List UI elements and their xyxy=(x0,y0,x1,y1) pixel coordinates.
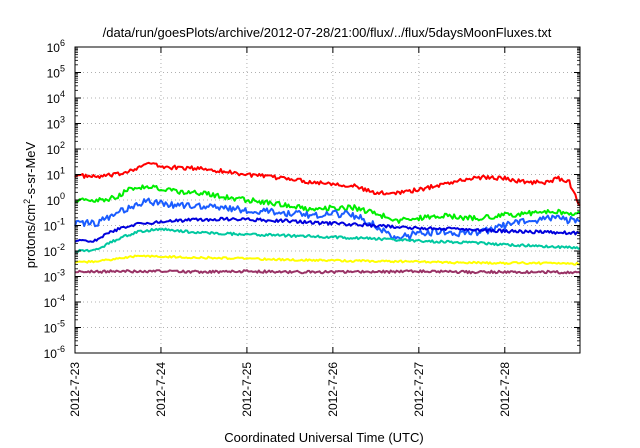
y-tick-label: 10-6 xyxy=(44,344,65,361)
x-axis-label: Coordinated Universal Time (UTC) xyxy=(224,430,423,445)
y-tick-label: 105 xyxy=(47,64,65,81)
y-tick-label: 100 xyxy=(47,191,65,208)
x-tick-label: 2012-7-24 xyxy=(154,362,168,417)
y-tick-label: 10-4 xyxy=(44,293,65,310)
x-tick-label: 2012-7-23 xyxy=(68,362,82,417)
y-axis-label: protons/cm2-s-sr-MeV xyxy=(22,141,38,268)
y-tick-label: 103 xyxy=(47,115,65,132)
y-tick-label: 10-5 xyxy=(44,319,65,336)
series-line-2 xyxy=(74,184,581,224)
x-tick-label: 2012-7-27 xyxy=(412,362,426,417)
y-tick-label: 10-3 xyxy=(44,268,65,285)
x-tick-label: 2012-7-26 xyxy=(326,362,340,417)
series-line-6 xyxy=(74,254,581,266)
y-tick-label: 10-2 xyxy=(44,242,65,259)
chart-title: /data/run/goesPlots/archive/2012-07-28/2… xyxy=(103,25,552,40)
series-line-4 xyxy=(74,216,581,243)
grid xyxy=(75,47,580,353)
x-tick-label: 2012-7-25 xyxy=(240,362,254,417)
x-tick-labels: 2012-7-23 2012-7-24 2012-7-25 2012-7-26 2012… xyxy=(68,362,512,417)
ticks xyxy=(74,46,580,354)
y-tick-label: 104 xyxy=(47,89,65,106)
y-tick-labels: 10-6 10-5 10-4 10-3 10-2 10-1 100 101 102 103 104 1… xyxy=(44,38,65,361)
y-tick-label: 106 xyxy=(47,38,65,55)
series-line-5 xyxy=(74,227,581,253)
y-axis-label-pre: protons/cm xyxy=(23,204,38,268)
series-line-7 xyxy=(74,269,581,275)
y-tick-label: 10-1 xyxy=(44,217,65,234)
series-line-3 xyxy=(74,197,581,241)
x-tick-label: 2012-7-28 xyxy=(498,362,512,417)
y-tick-label: 102 xyxy=(47,140,65,157)
series-group xyxy=(74,161,581,275)
y-tick-label: 101 xyxy=(47,166,65,183)
y-axis-label-post: -s-sr-MeV xyxy=(23,141,38,198)
y-axis-label-sup: 2 xyxy=(22,199,32,204)
series-line-1 xyxy=(74,161,581,207)
